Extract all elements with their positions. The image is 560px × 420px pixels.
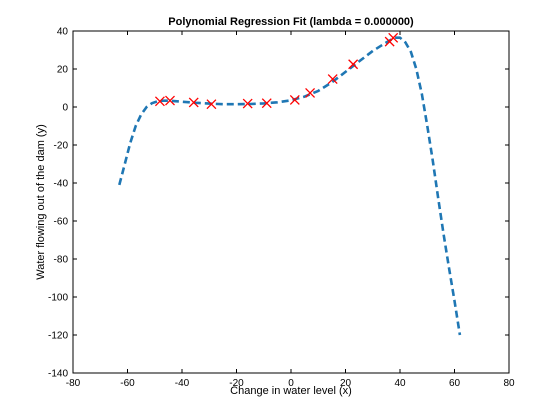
y-tick-label: -60	[54, 217, 69, 228]
data-point-marker	[261, 98, 272, 109]
y-tick-label: -20	[54, 141, 69, 152]
y-tick-label: 20	[57, 65, 69, 76]
x-tick-label: 80	[503, 378, 515, 389]
x-tick-label: 0	[288, 378, 294, 389]
y-tick-label: 0	[62, 103, 68, 114]
marker-layer	[154, 32, 399, 110]
data-point-marker	[242, 98, 253, 109]
y-tick-label: -100	[48, 293, 68, 304]
data-point-marker	[289, 95, 300, 105]
fit-layer	[118, 36, 462, 336]
x-tick-label: 20	[340, 378, 352, 389]
x-tick-label: 40	[394, 378, 406, 389]
y-tick-label: 40	[57, 27, 69, 38]
data-point-marker	[388, 32, 399, 43]
data-point-marker	[165, 95, 175, 106]
data-point-marker	[154, 96, 165, 107]
data-point-marker	[206, 99, 217, 110]
tick-layer: -80 -60 -40 -20 0 20 40 60 80 -140 -120 -100 -80 -60 -…	[48, 27, 515, 390]
x-tick-label: 60	[449, 378, 461, 389]
x-axis-label: Change in water level (x)	[230, 385, 352, 397]
data-point-marker	[305, 87, 316, 98]
y-tick-label: -120	[48, 331, 68, 342]
y-tick-label: -80	[54, 255, 69, 266]
chart-title: Polynomial Regression Fit (lambda = 0.00…	[168, 16, 414, 28]
y-tick-label: -140	[48, 369, 68, 380]
fit-line	[118, 36, 462, 336]
data-point-marker	[348, 59, 359, 70]
plot-area	[72, 30, 510, 374]
data-point-marker	[327, 74, 338, 85]
x-tick-label: -60	[120, 378, 135, 389]
x-tick-label: -80	[66, 378, 81, 389]
x-tick-label: -40	[175, 378, 190, 389]
y-tick-label: -40	[54, 179, 69, 190]
x-tick-label: -20	[229, 378, 244, 389]
data-point-marker	[188, 97, 199, 108]
y-axis-label: Water flowing out of the dam (y)	[35, 124, 47, 280]
